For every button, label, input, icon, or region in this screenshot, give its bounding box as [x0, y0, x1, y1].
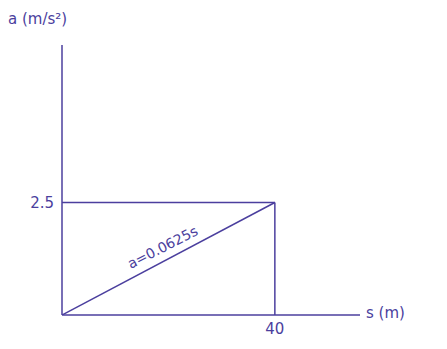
- svg-text:40: 40: [265, 320, 284, 338]
- svg-text:2.5: 2.5: [30, 194, 54, 212]
- html-text:a (m/s²): a (m/s²): [8, 10, 68, 28]
- html-text:s (m): s (m): [366, 304, 405, 322]
- svg-text:a=0.0625s: a=0.0625s: [125, 223, 201, 272]
